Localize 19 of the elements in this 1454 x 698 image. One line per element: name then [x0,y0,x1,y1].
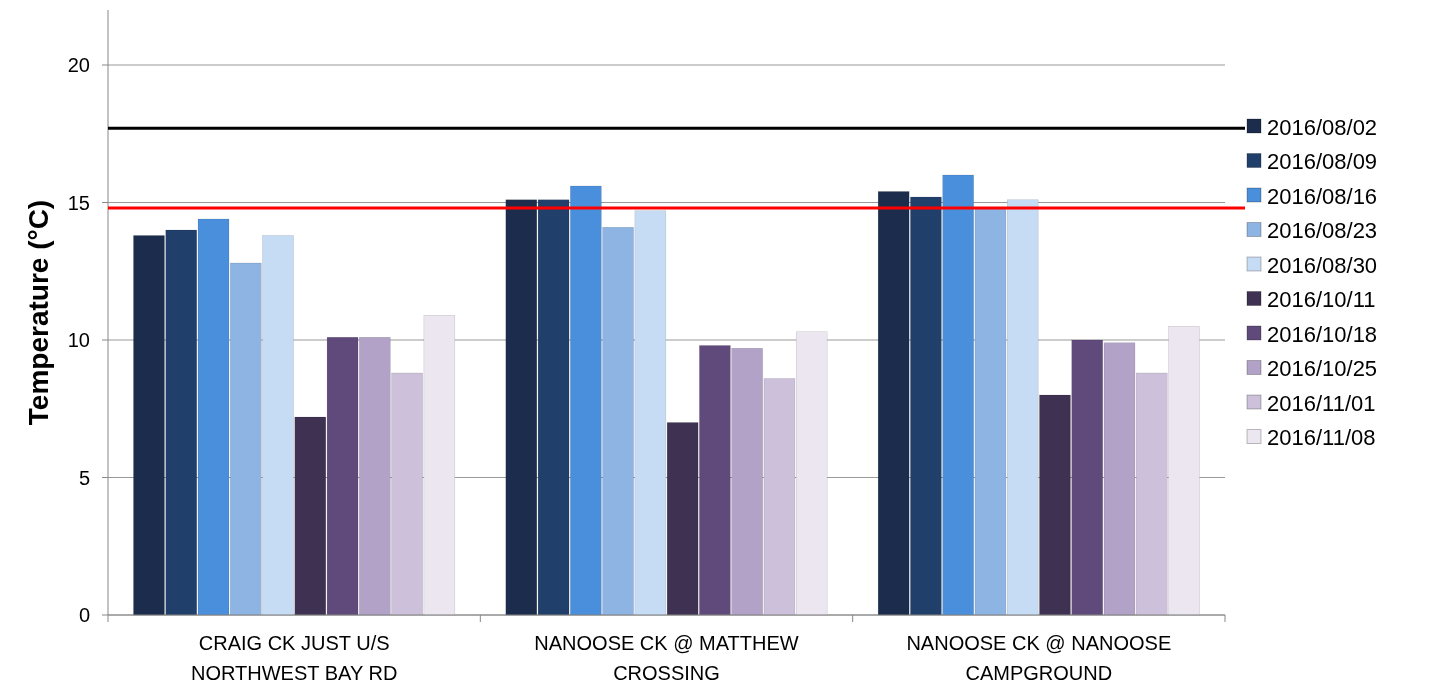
legend-label: 2016/08/30 [1267,252,1378,278]
y-tick-label: 10 [67,329,90,351]
legend-label: 2016/08/09 [1267,149,1378,175]
y-axis-title: Temperature (°C) [23,199,54,426]
x-tick-label: NANOOSE CK @ MATTHEW CROSSING [534,632,799,684]
y-tick-label: 15 [67,191,90,214]
y-tick-label: 5 [78,466,90,489]
legend-label: 2016/10/18 [1267,321,1378,347]
y-tick-label: 0 [78,604,90,626]
legend-label: 2016/08/02 [1267,114,1378,140]
legend-label: 2016/08/16 [1267,183,1378,209]
legend-label: 2016/10/11 [1267,287,1376,313]
x-tick-label: NANOOSE CK @ NANOOSE CAMPGROUND [906,632,1172,684]
y-tick-label: 20 [67,54,90,76]
legend-label: 2016/10/25 [1267,356,1378,382]
x-tick-label: CRAIG CK JUST U/S NORTHWEST BAY RD [191,632,398,684]
legend-label: 2016/08/23 [1267,218,1378,244]
legend-label: 2016/11/08 [1267,425,1376,451]
legend-label: 2016/11/01 [1267,390,1376,416]
